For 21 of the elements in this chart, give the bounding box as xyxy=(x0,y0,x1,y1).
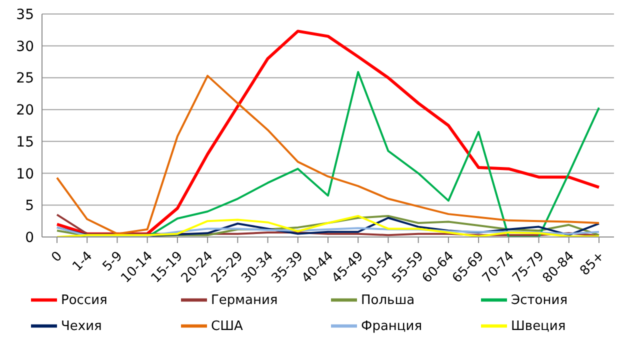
legend-label: Россия xyxy=(61,292,108,308)
x-tick-label: 85+ xyxy=(577,248,608,279)
y-tick-label: 25 xyxy=(16,70,34,87)
legend-label: Польша xyxy=(361,292,416,308)
x-tick-label: 5-9 xyxy=(100,248,126,274)
y-tick-label: 0 xyxy=(25,230,34,246)
x-tick-label: 0 xyxy=(49,248,66,266)
y-tick-label: 30 xyxy=(16,38,34,55)
y-tick-label: 35 xyxy=(16,6,34,23)
x-tick-label: 1-4 xyxy=(70,248,96,274)
legend-label: Швеция xyxy=(511,318,567,334)
line-series xyxy=(56,226,600,237)
y-tick-label: 20 xyxy=(16,102,34,119)
y-tick-label: 15 xyxy=(16,134,34,150)
legend-label: Франция xyxy=(361,318,424,334)
y-tick-label: 10 xyxy=(16,166,34,182)
legend-label: Эстония xyxy=(511,292,569,308)
legend-label: Германия xyxy=(211,292,279,308)
legend-label: США xyxy=(211,318,244,334)
legend-label: Чехия xyxy=(61,318,103,334)
y-tick-label: 5 xyxy=(25,198,34,214)
